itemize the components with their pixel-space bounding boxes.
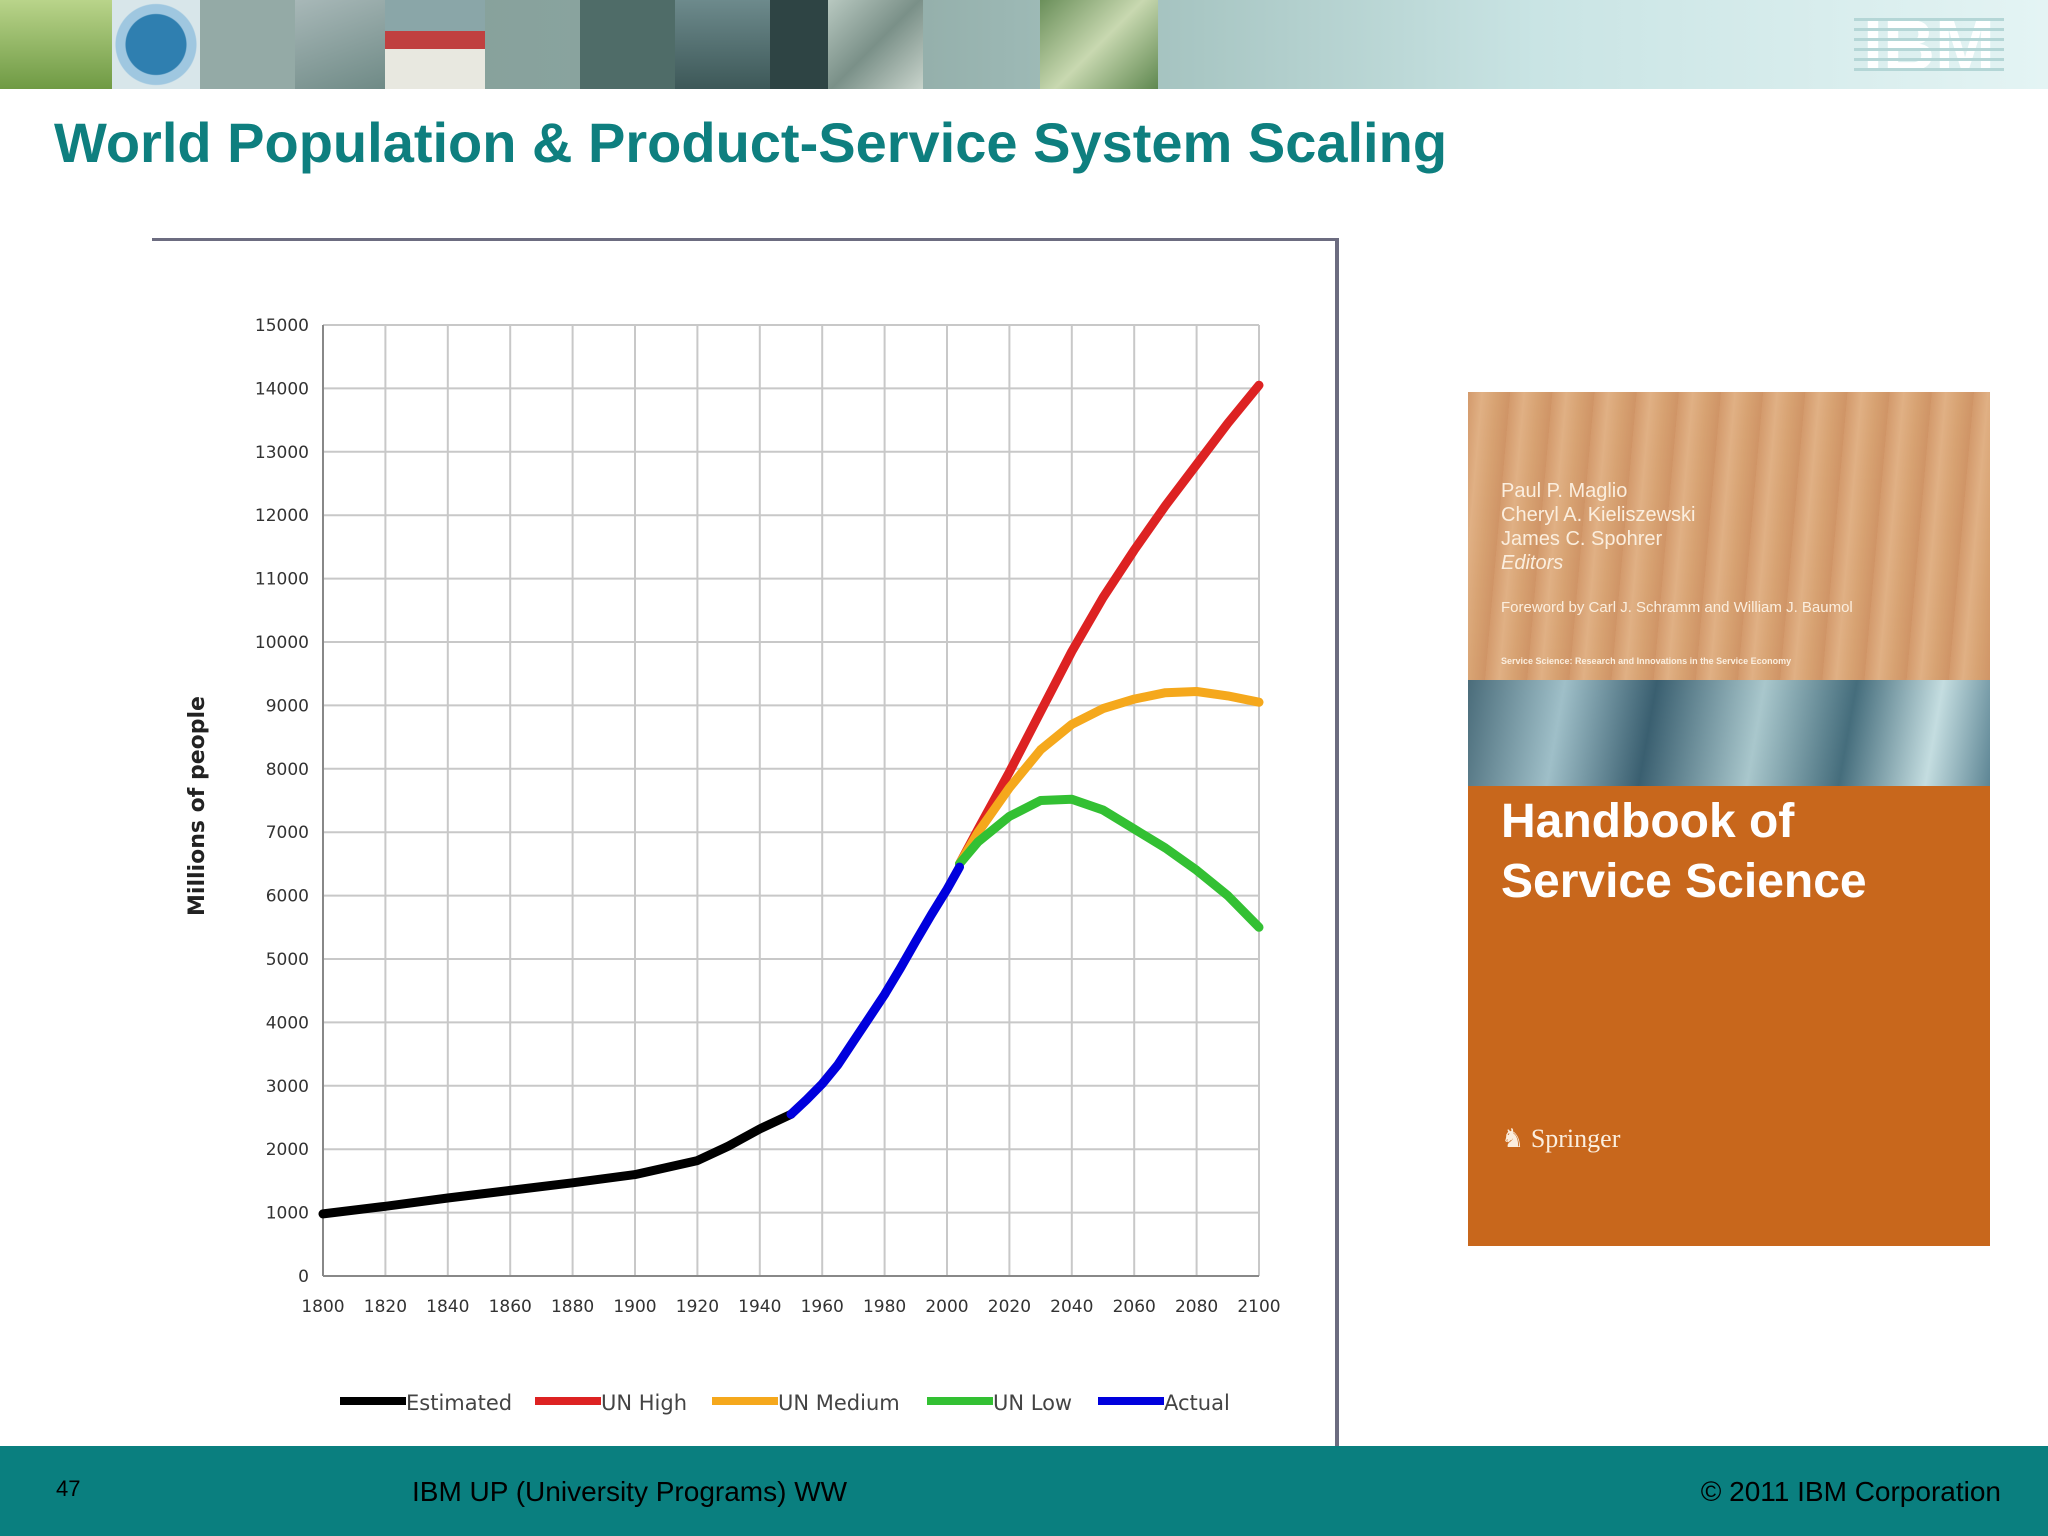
legend-label: UN Low bbox=[993, 1391, 1072, 1415]
book-publisher: ♞ Springer bbox=[1501, 1124, 1620, 1154]
x-tick-label: 2100 bbox=[1237, 1297, 1280, 1317]
tick-layer: 1800 1820 1840 1860 1880 1900 1920 1940 1960 1980… bbox=[255, 316, 1281, 1317]
series-line-un-high bbox=[955, 380, 1264, 869]
y-tick-label: 5000 bbox=[266, 950, 309, 970]
x-tick-label: 2040 bbox=[1050, 1297, 1093, 1317]
springer-horse-icon: ♞ bbox=[1501, 1124, 1525, 1153]
book-foreword: Foreword by Carl J. Schramm and William … bbox=[1501, 599, 1853, 616]
series-line-estimated bbox=[318, 1109, 796, 1219]
x-tick-label: 2060 bbox=[1113, 1297, 1156, 1317]
ibm-logo: IBM bbox=[1854, 10, 2004, 78]
x-tick-label: 1920 bbox=[676, 1297, 719, 1317]
legend-label: UN Medium bbox=[778, 1391, 900, 1415]
chart-legend: Estimated UN High UN Medium UN Low Actual bbox=[340, 1391, 1230, 1415]
y-tick-label: 14000 bbox=[255, 379, 309, 399]
series-layer bbox=[318, 380, 1264, 1219]
book-wood-panel bbox=[1468, 392, 1990, 680]
grid-layer bbox=[322, 324, 1260, 1277]
book-author-2: Cheryl A. Kieliszewski bbox=[1501, 504, 1696, 526]
book-author-1: Paul P. Maglio bbox=[1501, 480, 1628, 502]
y-tick-label: 11000 bbox=[255, 570, 309, 590]
grid-power-thumbnail bbox=[295, 0, 385, 89]
y-tick-label: 12000 bbox=[255, 506, 309, 526]
circuit-thumbnail bbox=[770, 0, 828, 89]
book-editors-label: Editors bbox=[1501, 552, 1564, 574]
gray-thumbnail bbox=[200, 0, 295, 89]
ibm-logo-text: IBM bbox=[1863, 10, 1995, 78]
y-tick-label: 8000 bbox=[266, 760, 309, 780]
page-number: 47 bbox=[56, 1476, 81, 1501]
population-chart: 1800 1820 1840 1860 1880 1900 1920 1940 1960 1980… bbox=[152, 238, 1339, 1456]
x-tick-label: 2020 bbox=[988, 1297, 1031, 1317]
y-tick-label: 6000 bbox=[266, 887, 309, 907]
y-tick-label: 10000 bbox=[255, 633, 309, 653]
legend-label: Estimated bbox=[406, 1391, 512, 1415]
footer-program-text: IBM UP (University Programs) WW bbox=[412, 1476, 848, 1507]
x-tick-label: 1900 bbox=[613, 1297, 656, 1317]
series-line-un-low bbox=[955, 794, 1264, 932]
dark-thumbnail bbox=[580, 0, 675, 89]
y-tick-label: 0 bbox=[298, 1267, 309, 1287]
x-tick-label: 2000 bbox=[925, 1297, 968, 1317]
book-author-3: James C. Spohrer bbox=[1501, 528, 1663, 550]
book-publisher-name: Springer bbox=[1530, 1124, 1621, 1153]
tree-thumbnail bbox=[0, 0, 112, 89]
city-thumbnail bbox=[675, 0, 770, 89]
series-line-actual bbox=[786, 862, 964, 1119]
x-tick-label: 1860 bbox=[489, 1297, 532, 1317]
y-tick-label: 2000 bbox=[266, 1140, 309, 1160]
y-axis-label: Millions of people bbox=[185, 696, 210, 916]
y-tick-label: 13000 bbox=[255, 443, 309, 463]
slide-title: World Population & Product-Service Syste… bbox=[54, 111, 1448, 174]
series-line-un-medium bbox=[955, 687, 1264, 869]
book-wave-band bbox=[1468, 680, 1990, 786]
legend-label: Actual bbox=[1164, 1391, 1230, 1415]
x-tick-label: 1840 bbox=[426, 1297, 469, 1317]
header-image-strip: IBM bbox=[0, 0, 2048, 89]
book-cover: Paul P. Maglio Cheryl A. Kieliszewski Ja… bbox=[1468, 392, 1990, 1246]
book-title-line-1: Handbook of bbox=[1501, 795, 1795, 848]
x-tick-label: 1980 bbox=[863, 1297, 906, 1317]
aerial-thumbnail bbox=[1040, 0, 1158, 89]
y-tick-label: 15000 bbox=[255, 316, 309, 336]
y-tick-label: 1000 bbox=[266, 1204, 309, 1224]
book-title-line-2: Service Science bbox=[1501, 855, 1867, 908]
x-tick-label: 1880 bbox=[551, 1297, 594, 1317]
circle-diagram-thumbnail bbox=[112, 0, 200, 89]
x-tick-label: 1800 bbox=[301, 1297, 344, 1317]
x-tick-label: 2080 bbox=[1175, 1297, 1218, 1317]
x-tick-label: 1820 bbox=[364, 1297, 407, 1317]
map-thumbnail bbox=[828, 0, 923, 89]
x-tick-label: 1960 bbox=[801, 1297, 844, 1317]
y-tick-label: 3000 bbox=[266, 1077, 309, 1097]
book-series-line: Service Science: Research and Innovation… bbox=[1501, 656, 1792, 666]
y-tick-label: 7000 bbox=[266, 823, 309, 843]
y-tick-label: 9000 bbox=[266, 696, 309, 716]
y-tick-label: 4000 bbox=[266, 1013, 309, 1033]
chart-svg: 1800 1820 1840 1860 1880 1900 1920 1940 1960 1980… bbox=[185, 316, 1281, 1415]
legend-label: UN High bbox=[601, 1391, 687, 1415]
x-tick-label: 1940 bbox=[738, 1297, 781, 1317]
footer-copyright: © 2011 IBM Corporation bbox=[1700, 1476, 2001, 1507]
house-thumbnail bbox=[385, 0, 485, 89]
slide-footer: 47 IBM UP (University Programs) WW © 201… bbox=[0, 1446, 2048, 1536]
